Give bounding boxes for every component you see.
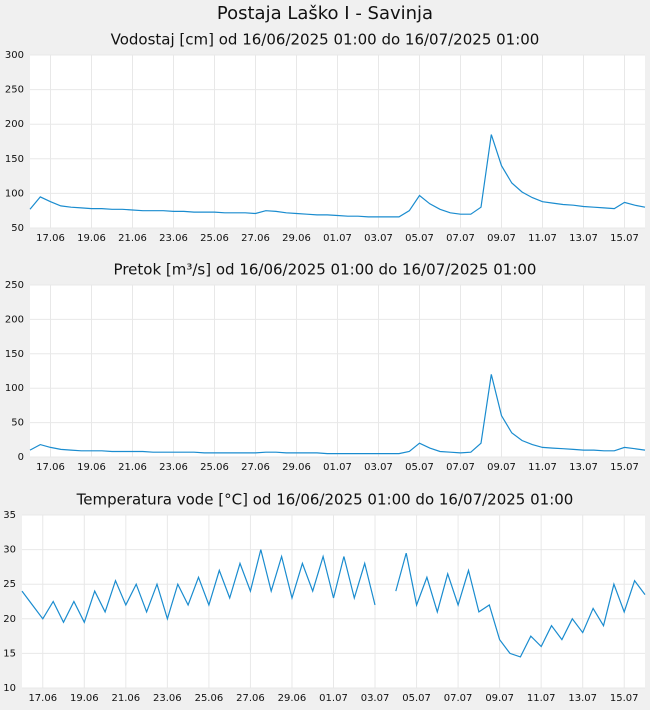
x-tick-label: 25.06 — [195, 693, 224, 704]
x-tick-label: 03.07 — [364, 462, 393, 473]
x-tick-label: 03.07 — [361, 693, 390, 704]
data-line — [29, 374, 646, 455]
x-tick-label: 13.07 — [568, 693, 597, 704]
x-tick-label: 23.06 — [159, 233, 188, 244]
y-tick-label: 250 — [5, 85, 24, 96]
x-tick-label: 17.06 — [36, 233, 65, 244]
x-tick-label: 27.06 — [241, 233, 270, 244]
data-line — [29, 134, 646, 218]
y-tick-label: 0 — [18, 452, 24, 463]
x-tick-label: 07.07 — [446, 233, 475, 244]
y-tick-label: 200 — [5, 119, 24, 130]
x-tick-label: 01.07 — [319, 693, 348, 704]
chart-title: Pretok [m³/s] od 16/06/2025 01:00 do 16/… — [114, 261, 537, 279]
x-tick-label: 23.06 — [159, 462, 188, 473]
x-tick-label: 07.07 — [446, 462, 475, 473]
y-tick-label: 50 — [11, 223, 24, 234]
x-tick-label: 27.06 — [241, 462, 270, 473]
y-tick-label: 35 — [3, 510, 16, 521]
chart-title: Temperatura vode [°C] od 16/06/2025 01:0… — [76, 491, 574, 509]
x-tick-label: 19.06 — [70, 693, 99, 704]
x-tick-label: 25.06 — [200, 462, 229, 473]
x-tick-label: 05.07 — [402, 693, 431, 704]
x-tick-label: 19.06 — [77, 462, 106, 473]
y-tick-label: 100 — [5, 188, 24, 199]
x-tick-label: 21.06 — [112, 693, 141, 704]
x-tick-label: 23.06 — [153, 693, 182, 704]
x-tick-label: 17.06 — [36, 462, 65, 473]
x-tick-label: 09.07 — [487, 462, 516, 473]
x-tick-label: 25.06 — [200, 233, 229, 244]
x-tick-label: 01.07 — [323, 462, 352, 473]
chart-title: Vodostaj [cm] od 16/06/2025 01:00 do 16/… — [111, 31, 540, 49]
x-tick-label: 11.07 — [528, 462, 557, 473]
x-tick-label: 05.07 — [405, 233, 434, 244]
x-tick-label: 07.07 — [444, 693, 473, 704]
y-tick-label: 10 — [3, 683, 16, 694]
data-line — [21, 549, 646, 658]
x-tick-label: 15.07 — [610, 462, 639, 473]
x-tick-label: 11.07 — [528, 233, 557, 244]
x-tick-label: 03.07 — [364, 233, 393, 244]
x-tick-label: 15.07 — [610, 233, 639, 244]
x-tick-label: 17.06 — [28, 693, 57, 704]
x-tick-label: 09.07 — [487, 233, 516, 244]
y-tick-label: 25 — [3, 579, 16, 590]
y-tick-label: 300 — [5, 50, 24, 61]
y-tick-label: 15 — [3, 648, 16, 659]
x-tick-label: 05.07 — [405, 462, 434, 473]
x-tick-label: 21.06 — [118, 462, 147, 473]
y-tick-label: 50 — [11, 418, 24, 429]
x-tick-label: 21.06 — [118, 233, 147, 244]
y-tick-label: 30 — [3, 545, 16, 556]
y-tick-label: 20 — [3, 614, 16, 625]
x-tick-label: 11.07 — [527, 693, 556, 704]
y-tick-label: 150 — [5, 154, 24, 165]
y-tick-label: 250 — [5, 280, 24, 291]
y-tick-label: 200 — [5, 314, 24, 325]
x-tick-label: 19.06 — [77, 233, 106, 244]
x-tick-label: 13.07 — [569, 462, 598, 473]
x-tick-label: 13.07 — [569, 233, 598, 244]
x-tick-label: 09.07 — [485, 693, 514, 704]
page-title: Postaja Laško I - Savinja — [217, 3, 433, 24]
x-tick-label: 29.06 — [278, 693, 307, 704]
x-tick-label: 15.07 — [610, 693, 639, 704]
y-tick-label: 150 — [5, 349, 24, 360]
y-tick-label: 100 — [5, 383, 24, 394]
x-tick-label: 29.06 — [282, 462, 311, 473]
x-tick-label: 29.06 — [282, 233, 311, 244]
x-tick-label: 27.06 — [236, 693, 265, 704]
x-tick-label: 01.07 — [323, 233, 352, 244]
